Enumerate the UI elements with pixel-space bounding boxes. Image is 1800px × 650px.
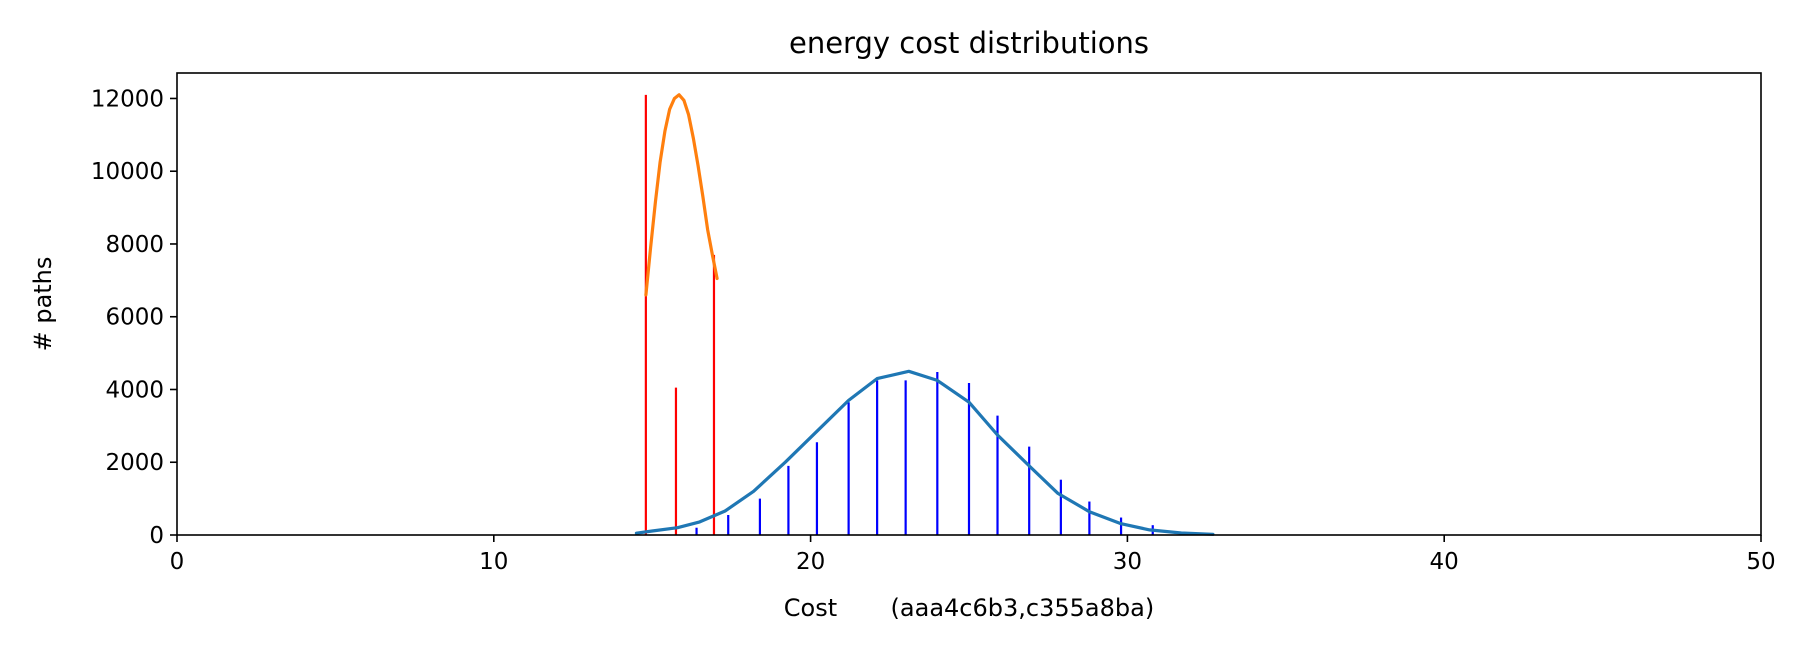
y-tick-label: 6000 xyxy=(105,305,164,331)
x-tick-label: 40 xyxy=(1430,549,1459,575)
fit-line xyxy=(634,369,1215,536)
x-tick-label: 0 xyxy=(170,549,185,575)
x-axis: 0 10 20 30 40 50 xyxy=(170,535,1776,575)
y-tick-label: 12000 xyxy=(91,86,164,112)
x-tick-label: 30 xyxy=(1113,549,1142,575)
y-axis: 0 2000 4000 6000 8000 10000 12000 xyxy=(91,86,177,549)
y-tick-label: 4000 xyxy=(105,377,164,403)
y-axis-label: # paths xyxy=(29,257,57,352)
fit-line xyxy=(644,93,719,297)
y-tick-label: 0 xyxy=(149,523,164,549)
series-0 xyxy=(644,94,716,535)
y-tick-label: 8000 xyxy=(105,232,164,258)
x-tick-label: 50 xyxy=(1746,549,1775,575)
x-axis-label: Cost (aaa4c6b3,c355a8ba) xyxy=(784,594,1154,622)
plot-frame xyxy=(176,72,1762,536)
chart-title: energy cost distributions xyxy=(789,26,1149,60)
series-3 xyxy=(634,369,1215,536)
x-tick-label: 20 xyxy=(796,549,825,575)
plot-marks xyxy=(634,93,1215,536)
y-tick-label: 2000 xyxy=(105,450,164,476)
x-tick-label: 10 xyxy=(479,549,508,575)
y-tick-label: 10000 xyxy=(91,159,164,185)
series-1 xyxy=(644,93,719,297)
